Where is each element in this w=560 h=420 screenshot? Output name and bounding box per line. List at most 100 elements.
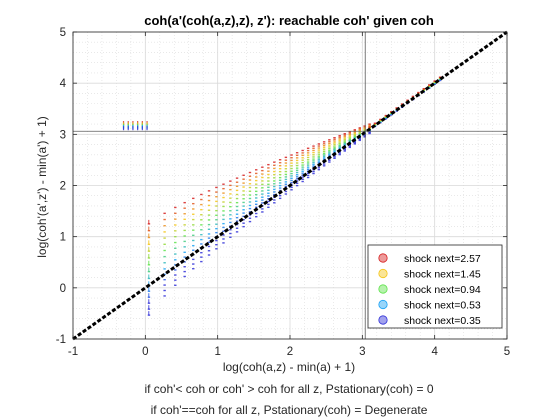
scatter-point: [163, 273, 166, 275]
chart-title: coh(a'(coh(a,z),z), z'): reachable coh' …: [144, 13, 434, 28]
scatter-point: [148, 299, 150, 304]
scatter-point: [192, 224, 195, 226]
scatter-point: [273, 202, 276, 204]
scatter-point: [317, 158, 321, 161]
scatter-point: [183, 224, 186, 226]
scatter-point: [317, 168, 321, 171]
scatter-point: [312, 154, 315, 156]
scatter-point: [322, 146, 326, 149]
scatter-point: [207, 199, 211, 202]
scatter-point: [348, 139, 351, 142]
scatter-point: [278, 165, 282, 167]
scatter-point: [317, 153, 321, 155]
scatter-point: [163, 212, 166, 215]
scatter-point: [148, 240, 150, 245]
scatter-point: [273, 188, 276, 191]
scatter-point: [306, 176, 310, 179]
scatter-point: [255, 206, 258, 209]
y-tick-label: 0: [60, 283, 66, 295]
scatter-point: [328, 139, 331, 141]
x-axis-label: log(coh(a,z) - min(a) + 1): [223, 360, 355, 374]
scatter-point: [174, 284, 177, 286]
scatter-point: [163, 268, 166, 270]
scatter-point: [200, 256, 203, 258]
y-tick-label: 2: [60, 181, 66, 193]
scatter-point: [317, 160, 321, 162]
scatter-point: [322, 152, 326, 155]
scatter-point: [148, 305, 150, 310]
scatter-point: [284, 185, 288, 188]
scatter-point: [284, 156, 288, 159]
scatter-point: [284, 190, 288, 193]
scatter-point: [215, 186, 218, 189]
scatter-point: [148, 226, 150, 231]
scatter-point: [348, 140, 351, 142]
scatter-point: [312, 172, 315, 175]
scatter-point: [290, 177, 293, 179]
scatter-point: [322, 163, 326, 165]
scatter-point: [353, 129, 356, 131]
scatter-point: [348, 131, 351, 133]
scatter-point: [229, 184, 232, 187]
scatter-point: [267, 173, 270, 176]
scatter-point: [322, 165, 326, 167]
scatter-point: [183, 213, 186, 215]
scatter-point: [248, 204, 252, 207]
scatter-point: [333, 138, 336, 141]
scatter-point: [200, 203, 203, 206]
scatter-point: [242, 190, 245, 192]
scatter-point: [317, 155, 321, 157]
scatter-point: [255, 187, 258, 189]
scatter-point: [174, 230, 177, 232]
scatter-point: [163, 278, 166, 281]
scatter-point: [235, 197, 239, 200]
scatter-point: [343, 150, 346, 152]
scatter-point: [261, 183, 264, 186]
y-tick-label: 5: [60, 27, 66, 39]
scatter-point: [200, 251, 203, 254]
scatter-point: [295, 180, 299, 182]
scatter-point: [235, 201, 239, 204]
scatter-point: [248, 220, 252, 223]
scatter-point: [242, 194, 245, 196]
scatter-point: [295, 167, 299, 169]
scatter-point: [328, 146, 331, 148]
scatter-point: [200, 229, 203, 231]
legend-label: shock next=1.45: [404, 269, 481, 281]
scatter-point: [222, 187, 225, 190]
scatter-point: [207, 254, 211, 256]
scatter-point: [192, 197, 195, 200]
scatter-point: [267, 195, 270, 197]
scatter-point: [174, 235, 177, 238]
scatter-point: [306, 172, 310, 175]
scatter-point: [267, 200, 270, 203]
scatter-point: [207, 250, 211, 252]
scatter-point: [278, 167, 282, 170]
scatter-point: [333, 156, 336, 158]
scatter-point: [192, 234, 195, 237]
scatter-point: [306, 149, 310, 152]
scatter-point: [255, 183, 258, 185]
scatter-point: [273, 164, 276, 166]
scatter-point: [148, 233, 150, 238]
scatter-point: [348, 146, 351, 149]
scatter-point: [301, 166, 304, 168]
scatter-point: [273, 170, 276, 173]
scatter-point: [174, 224, 177, 226]
scatter-point: [235, 216, 239, 219]
scatter-point: [222, 222, 225, 225]
scatter-point: [328, 161, 331, 163]
scatter-point: [267, 189, 270, 191]
y-tick-label: -1: [56, 334, 66, 346]
scatter-point: [200, 193, 203, 196]
scatter-point: [248, 211, 252, 213]
scatter-point: [312, 149, 315, 152]
scatter-point: [295, 169, 299, 172]
scatter-point: [306, 161, 310, 163]
scatter-point: [273, 199, 276, 201]
scatter-point: [338, 145, 341, 147]
scatter-point: [317, 151, 321, 153]
scatter-point: [306, 165, 310, 167]
scatter-point: [295, 159, 299, 162]
x-tick-label: 3: [359, 346, 365, 358]
